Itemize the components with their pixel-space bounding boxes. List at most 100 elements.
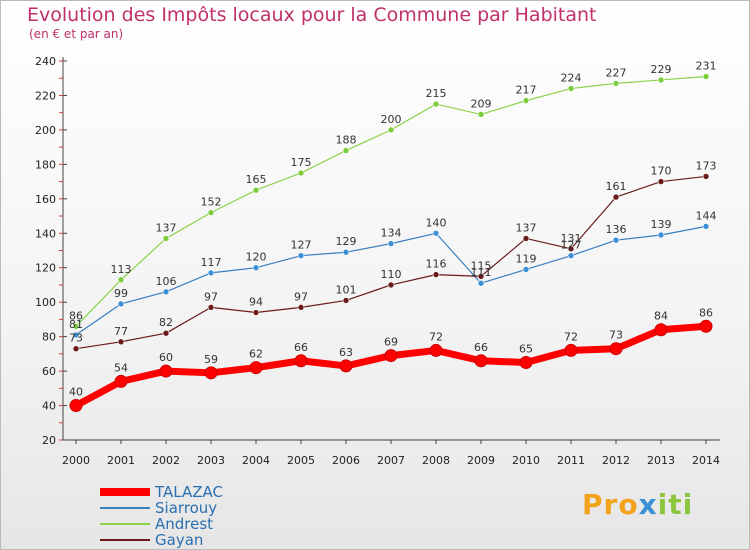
point-gayan bbox=[252, 309, 260, 316]
point-andrest bbox=[657, 76, 665, 84]
value-label-siarrouy: 136 bbox=[606, 223, 627, 236]
point-siarrouy bbox=[252, 264, 260, 272]
point-talazac bbox=[159, 364, 173, 378]
x-tick-label: 2004 bbox=[242, 454, 270, 467]
value-label-andrest: 209 bbox=[471, 97, 492, 110]
value-label-talazac: 60 bbox=[159, 351, 173, 364]
point-andrest bbox=[297, 169, 305, 177]
chart-legend: TALAZAC Siarrouy Andrest Gayan bbox=[100, 484, 300, 548]
value-label-siarrouy: 99 bbox=[114, 287, 128, 300]
point-siarrouy bbox=[297, 252, 305, 259]
value-label-andrest: 152 bbox=[201, 196, 222, 209]
legend-label: Siarrouy bbox=[155, 499, 218, 517]
value-label-andrest: 188 bbox=[336, 134, 357, 147]
value-label-talazac: 72 bbox=[429, 330, 443, 343]
value-label-andrest: 86 bbox=[69, 309, 83, 322]
point-gayan bbox=[72, 345, 80, 352]
point-andrest bbox=[252, 186, 260, 194]
point-gayan bbox=[432, 271, 440, 278]
legend-item-siarrouy: Siarrouy bbox=[100, 500, 300, 516]
value-label-siarrouy: 139 bbox=[651, 218, 672, 231]
point-gayan bbox=[567, 245, 575, 253]
value-label-siarrouy: 127 bbox=[291, 239, 312, 252]
point-gayan bbox=[297, 304, 305, 311]
value-label-gayan: 137 bbox=[516, 221, 537, 234]
point-andrest bbox=[342, 147, 350, 154]
legend-item-gayan: Gayan bbox=[100, 532, 300, 548]
point-siarrouy bbox=[612, 236, 620, 244]
point-talazac bbox=[699, 319, 713, 333]
value-label-siarrouy: 117 bbox=[201, 256, 222, 269]
x-tick-label: 2014 bbox=[692, 454, 720, 467]
point-gayan bbox=[207, 304, 215, 311]
point-gayan bbox=[522, 235, 530, 242]
point-gayan bbox=[387, 281, 395, 289]
point-talazac bbox=[384, 349, 398, 363]
point-gayan bbox=[117, 338, 125, 346]
y-tick-label: 20 bbox=[42, 434, 56, 447]
value-label-gayan: 173 bbox=[696, 159, 717, 172]
value-label-talazac: 72 bbox=[564, 330, 578, 343]
point-talazac bbox=[609, 342, 623, 356]
value-label-andrest: 175 bbox=[291, 156, 312, 169]
point-talazac bbox=[519, 355, 533, 369]
value-label-gayan: 161 bbox=[606, 180, 627, 193]
x-tick-label: 2000 bbox=[62, 454, 90, 467]
y-tick-label: 180 bbox=[35, 158, 56, 171]
x-tick-label: 2008 bbox=[422, 454, 450, 467]
point-siarrouy bbox=[387, 240, 395, 247]
value-label-gayan: 101 bbox=[336, 283, 357, 296]
point-siarrouy bbox=[477, 279, 485, 287]
point-andrest bbox=[522, 97, 530, 104]
value-label-gayan: 77 bbox=[114, 325, 128, 338]
x-tick-label: 2012 bbox=[602, 454, 630, 467]
y-tick-label: 240 bbox=[35, 55, 56, 68]
x-tick-label: 2011 bbox=[557, 454, 585, 467]
value-label-andrest: 229 bbox=[651, 63, 672, 76]
point-gayan bbox=[612, 193, 620, 201]
point-gayan bbox=[342, 297, 350, 304]
point-talazac bbox=[654, 323, 668, 337]
x-tick-label: 2013 bbox=[647, 454, 675, 467]
value-label-siarrouy: 129 bbox=[336, 235, 357, 248]
point-gayan bbox=[702, 173, 710, 180]
point-talazac bbox=[429, 343, 443, 357]
value-label-talazac: 73 bbox=[609, 329, 623, 342]
x-tick-label: 2002 bbox=[152, 454, 180, 467]
value-label-andrest: 200 bbox=[381, 113, 402, 126]
value-label-gayan: 97 bbox=[204, 290, 218, 303]
legend-swatch bbox=[100, 523, 150, 525]
value-label-talazac: 40 bbox=[69, 386, 83, 399]
value-label-siarrouy: 127 bbox=[561, 239, 582, 252]
legend-label: Gayan bbox=[155, 531, 204, 549]
x-tick-label: 2001 bbox=[107, 454, 135, 467]
value-label-gayan: 82 bbox=[159, 316, 173, 329]
value-label-siarrouy: 111 bbox=[471, 266, 492, 279]
legend-swatch bbox=[100, 488, 150, 496]
point-talazac bbox=[114, 374, 128, 388]
value-label-siarrouy: 134 bbox=[381, 227, 402, 240]
value-label-siarrouy: 144 bbox=[696, 209, 717, 222]
legend-swatch bbox=[100, 539, 150, 541]
value-label-gayan: 170 bbox=[651, 165, 672, 178]
value-label-gayan: 73 bbox=[69, 332, 83, 345]
legend-label: Andrest bbox=[155, 515, 214, 533]
point-andrest bbox=[207, 209, 215, 216]
point-talazac bbox=[294, 354, 308, 368]
value-label-siarrouy: 106 bbox=[156, 275, 177, 288]
legend-item-talazac: TALAZAC bbox=[100, 484, 300, 500]
value-label-talazac: 54 bbox=[114, 361, 128, 374]
series-layer bbox=[69, 73, 713, 413]
value-label-talazac: 65 bbox=[519, 342, 533, 355]
x-tick-label: 2010 bbox=[512, 454, 540, 467]
point-andrest bbox=[432, 100, 440, 108]
value-label-talazac: 59 bbox=[204, 353, 218, 366]
legend-swatch bbox=[100, 507, 150, 509]
point-talazac bbox=[204, 366, 218, 380]
point-talazac bbox=[69, 399, 83, 413]
point-gayan bbox=[162, 329, 170, 337]
legend-label: TALAZAC bbox=[155, 483, 223, 501]
point-siarrouy bbox=[207, 269, 215, 277]
value-label-gayan: 97 bbox=[294, 290, 308, 303]
